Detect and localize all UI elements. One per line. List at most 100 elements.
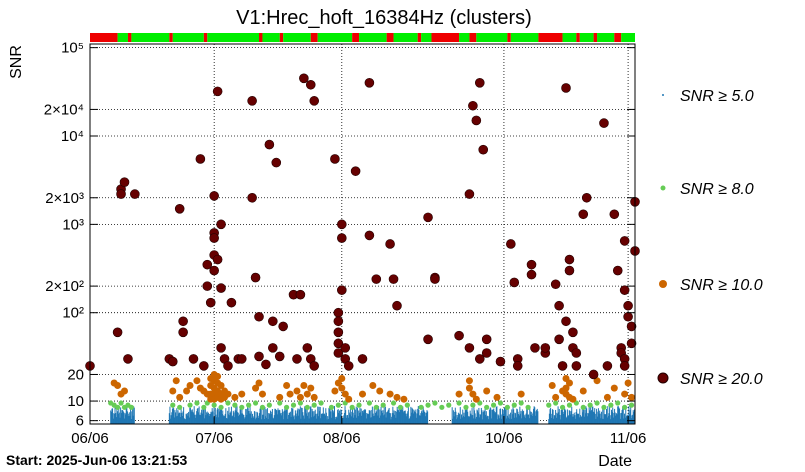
snr-20-point [216, 283, 226, 293]
snr-20-point [178, 316, 188, 327]
snr-10-point [300, 382, 308, 390]
snr-10-point [172, 377, 180, 385]
snr-20-point [464, 189, 475, 199]
snr-10-point [169, 387, 177, 395]
snr-8-point [490, 402, 497, 408]
snr-20-point [454, 330, 464, 341]
snr-20-point [205, 297, 216, 308]
snr-8-point [456, 400, 462, 406]
snr-8-point [601, 404, 607, 410]
x-tick-label: 06/06 [71, 430, 109, 447]
snr-20-point [602, 361, 613, 371]
y-tick-label: 10 [67, 393, 84, 410]
snr-8-point [266, 402, 272, 408]
segment-bad [593, 33, 598, 42]
snr-8-point [432, 400, 438, 406]
snr-20-point [250, 272, 261, 283]
snr-20-point [178, 327, 188, 338]
snr-8-point [187, 402, 193, 408]
snr-20-point [581, 192, 592, 203]
snr-20-point [268, 316, 278, 327]
snr-20-point [561, 316, 571, 327]
snr-20-point [292, 354, 302, 364]
snr-20-point [474, 78, 485, 88]
snr-20-point [571, 348, 582, 358]
snr-10-point [114, 382, 122, 390]
segment-good [283, 33, 311, 42]
segment-bad [279, 33, 284, 42]
snr-20-point [247, 192, 257, 203]
snr-20-point [626, 338, 637, 349]
snr-10-point [193, 377, 201, 385]
snr-10-point [624, 379, 632, 387]
snr-20-point [506, 239, 516, 249]
snr-20-point [199, 361, 209, 371]
snr-20-point [512, 361, 523, 371]
snr-8-point [470, 402, 476, 408]
legend: SNR ≥ 5.0 SNR ≥ 8.0 SNR ≥ 10.0 SNR ≥ 20.0 [657, 88, 763, 388]
y-tick-label: 10⁴ [61, 128, 84, 145]
segment-good [621, 33, 635, 42]
snr-10-point [493, 393, 501, 401]
snr-10-point [393, 393, 401, 401]
snr-20-point [464, 343, 475, 353]
snr-20-point [216, 343, 226, 353]
start-time-label: Start: 2025-Jun-06 13:21:53 [6, 452, 188, 468]
segment-good [393, 33, 418, 42]
snr-20-point [509, 277, 520, 288]
snr-10-point [472, 395, 480, 403]
y-tick-label: 2×10³ [45, 190, 84, 207]
snr-8-point [373, 404, 379, 410]
snr-10-point [276, 393, 284, 401]
snr-20-point [223, 361, 233, 371]
snr-10-point [455, 390, 463, 398]
snr-20-point [550, 279, 561, 290]
segment-bar [90, 33, 635, 42]
segment-bad [507, 33, 511, 42]
snr-8-point [311, 402, 317, 408]
snr-10-point [310, 393, 318, 401]
snr-10-point [217, 382, 225, 390]
snr-20-point [526, 259, 537, 270]
snr-8-point [239, 404, 245, 410]
segment-good [207, 33, 260, 42]
segment-good [172, 33, 204, 42]
snr-20-point [392, 300, 402, 311]
snr-20-point [495, 356, 506, 367]
snr-20-point [333, 327, 344, 338]
snr-20-point [588, 369, 599, 380]
snr-20-point [236, 354, 247, 364]
snr-10-point [224, 390, 232, 398]
snr-8-point [194, 400, 200, 406]
segment-good [459, 33, 470, 42]
snr-8-point [335, 402, 341, 408]
snr-10-point [603, 393, 611, 401]
snr-20-point [264, 139, 275, 150]
segment-good [262, 33, 280, 42]
snr-8-point [553, 400, 559, 406]
snr-8-point [284, 404, 290, 410]
snr-8-point [225, 400, 231, 406]
snr-20-point [309, 96, 320, 106]
snr-20-point [274, 351, 285, 362]
snr-20-point [471, 115, 482, 126]
snr-20-point [216, 219, 226, 230]
snr-10-point [341, 390, 349, 398]
snr-10-point [628, 393, 636, 401]
snr-10-point [579, 387, 587, 395]
snr-20-point [337, 233, 347, 243]
x-tick-label: 08/06 [323, 430, 361, 447]
snr-20-point [212, 86, 223, 97]
snr-10-point [286, 390, 294, 398]
snr-20-point [623, 311, 633, 322]
snr-20-point [174, 204, 185, 214]
snr-8-point [177, 404, 183, 410]
segment-bad [614, 33, 622, 42]
snr-20-point [226, 297, 237, 308]
snr-10-point [214, 372, 222, 380]
y-tick-label: 10⁵ [61, 40, 84, 57]
snr-20-point [571, 361, 582, 371]
snr-20-point [568, 327, 578, 338]
y-tick-label: 10³ [62, 216, 84, 233]
snr-8-point [439, 404, 445, 410]
